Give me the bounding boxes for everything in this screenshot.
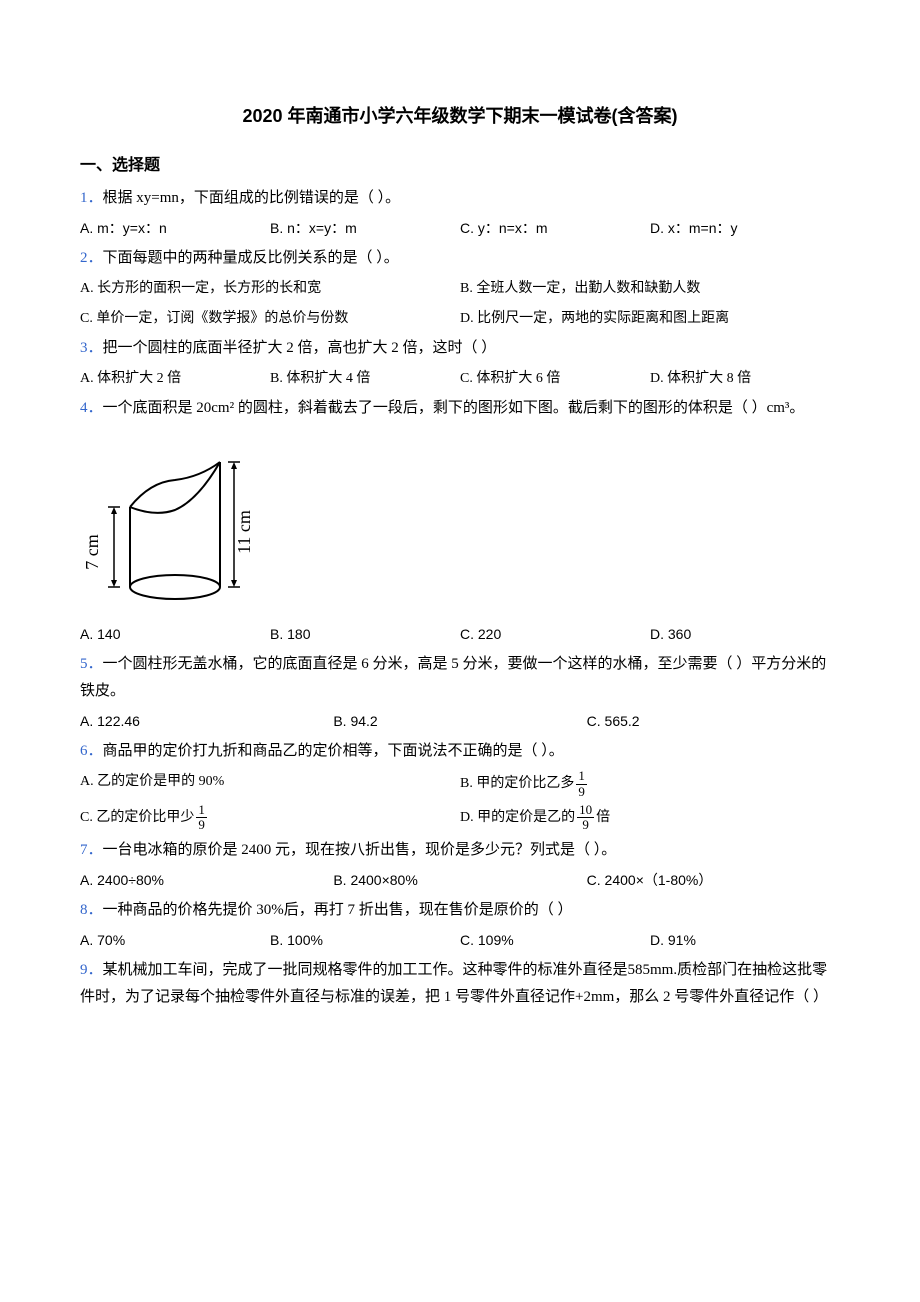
q1-opt-c: C. y：n=x：m <box>460 216 650 241</box>
q6-b-num: 1 <box>576 769 587 784</box>
q6-c-num: 1 <box>196 803 207 818</box>
q7-number: 7． <box>80 842 103 858</box>
q7-options: A. 2400÷80% B. 2400×80% C. 2400×（1-80%） <box>80 868 840 893</box>
q3-opt-a: A. 体积扩大 2 倍 <box>80 366 270 391</box>
q6-opt-c: C. 乙的定价比甲少19 <box>80 803 460 833</box>
q1-options: A. m：y=x：n B. n：x=y：m C. y：n=x：m D. x：m=… <box>80 216 840 241</box>
q8-text: 一种商品的价格先提价 30%后，再打 7 折出售，现在售价是原价的（ ） <box>103 902 573 918</box>
question-8: 8．一种商品的价格先提价 30%后，再打 7 折出售，现在售价是原价的（ ） <box>80 897 840 924</box>
q7-opt-a: A. 2400÷80% <box>80 868 333 893</box>
q4-opt-b: B. 180 <box>270 622 460 647</box>
q6-opt-b: B. 甲的定价比乙多19 <box>460 769 840 799</box>
q7-opt-b: B. 2400×80% <box>333 868 586 893</box>
q8-number: 8． <box>80 902 103 918</box>
q1-opt-d: D. x：m=n：y <box>650 216 840 241</box>
q1-opt-a: A. m：y=x：n <box>80 216 270 241</box>
q5-opt-a: A. 122.46 <box>80 709 333 734</box>
q3-text: 把一个圆柱的底面半径扩大 2 倍，高也扩大 2 倍，这时（ ） <box>103 340 497 356</box>
svg-text:7 cm: 7 cm <box>82 534 102 570</box>
q5-options: A. 122.46 B. 94.2 C. 565.2 <box>80 709 840 734</box>
question-5: 5．一个圆柱形无盖水桶，它的底面直径是 6 分米，高是 5 分米，要做一个这样的… <box>80 651 840 705</box>
q6-number: 6． <box>80 743 103 759</box>
q6-b-den: 9 <box>576 785 587 799</box>
q9-text: 某机械加工车间，完成了一批同规格零件的加工工作。这种零件的标准外直径是585mm… <box>80 962 828 1005</box>
q2-opt-c: C. 单价一定，订阅《数学报》的总价与份数 <box>80 306 460 331</box>
question-4: 4．一个底面积是 20cm² 的圆柱，斜着截去了一段后，剩下的图形如下图。截后剩… <box>80 395 840 422</box>
q4-opt-a: A. 140 <box>80 622 270 647</box>
q4-opt-d: D. 360 <box>650 622 840 647</box>
q6-opt-d: D. 甲的定价是乙的109倍 <box>460 803 840 833</box>
q2-options-row1: A. 长方形的面积一定，长方形的长和宽 B. 全班人数一定，出勤人数和缺勤人数 <box>80 276 840 301</box>
q7-opt-c: C. 2400×（1-80%） <box>587 868 840 893</box>
q6-options-row2: C. 乙的定价比甲少19 D. 甲的定价是乙的109倍 <box>80 803 840 833</box>
question-3: 3．把一个圆柱的底面半径扩大 2 倍，高也扩大 2 倍，这时（ ） <box>80 335 840 362</box>
q3-options: A. 体积扩大 2 倍 B. 体积扩大 4 倍 C. 体积扩大 6 倍 D. 体… <box>80 366 840 391</box>
q2-opt-a: A. 长方形的面积一定，长方形的长和宽 <box>80 276 460 301</box>
q2-number: 2． <box>80 250 103 266</box>
q3-opt-c: C. 体积扩大 6 倍 <box>460 366 650 391</box>
question-2: 2．下面每题中的两种量成反比例关系的是（ ）。 <box>80 245 840 272</box>
question-9: 9．某机械加工车间，完成了一批同规格零件的加工工作。这种零件的标准外直径是585… <box>80 957 840 1011</box>
q6-c-pre: C. 乙的定价比甲少 <box>80 810 194 825</box>
q5-opt-c: C. 565.2 <box>587 709 840 734</box>
q6-d-pre: D. 甲的定价是乙的 <box>460 810 575 825</box>
question-6: 6．商品甲的定价打九折和商品乙的定价相等，下面说法不正确的是（ ）。 <box>80 738 840 765</box>
q3-opt-d: D. 体积扩大 8 倍 <box>650 366 840 391</box>
q9-number: 9． <box>80 962 103 978</box>
question-7: 7．一台电冰箱的原价是 2400 元，现在按八折出售，现价是多少元？列式是（ ）… <box>80 837 840 864</box>
question-1: 1．根据 xy=mn，下面组成的比例错误的是（ ）。 <box>80 185 840 212</box>
q2-opt-b: B. 全班人数一定，出勤人数和缺勤人数 <box>460 276 840 301</box>
section-1-header: 一、选择题 <box>80 152 840 181</box>
q8-opt-d: D. 91% <box>650 928 840 953</box>
q4-opt-c: C. 220 <box>460 622 650 647</box>
q4-text: 一个底面积是 20cm² 的圆柱，斜着截去了一段后，剩下的图形如下图。截后剩下的… <box>103 400 805 416</box>
q8-opt-c: C. 109% <box>460 928 650 953</box>
q6-opt-a: A. 乙的定价是甲的 90% <box>80 769 460 799</box>
q1-number: 1． <box>80 190 103 206</box>
q1-opt-b: B. n：x=y：m <box>270 216 460 241</box>
q3-opt-b: B. 体积扩大 4 倍 <box>270 366 460 391</box>
q6-b-pre: B. 甲的定价比乙多 <box>460 776 574 791</box>
svg-text:11 cm: 11 cm <box>234 510 254 554</box>
exam-title: 2020 年南通市小学六年级数学下期末一模试卷(含答案) <box>80 100 840 132</box>
q6-options-row1: A. 乙的定价是甲的 90% B. 甲的定价比乙多19 <box>80 769 840 799</box>
q6-text: 商品甲的定价打九折和商品乙的定价相等，下面说法不正确的是（ ）。 <box>103 743 564 759</box>
q8-opt-a: A. 70% <box>80 928 270 953</box>
q3-number: 3． <box>80 340 103 356</box>
q6-d-suf: 倍 <box>596 810 610 825</box>
q2-text: 下面每题中的两种量成反比例关系的是（ ）。 <box>103 250 399 266</box>
q4-number: 4． <box>80 400 103 416</box>
q6-d-num: 10 <box>577 803 594 818</box>
q8-options: A. 70% B. 100% C. 109% D. 91% <box>80 928 840 953</box>
q4-figure: 7 cm 11 cm <box>80 432 840 612</box>
q5-text: 一个圆柱形无盖水桶，它的底面直径是 6 分米，高是 5 分米，要做一个这样的水桶… <box>80 656 826 699</box>
q6-c-den: 9 <box>196 818 207 832</box>
q6-d-den: 9 <box>577 818 594 832</box>
q5-number: 5． <box>80 656 103 672</box>
q7-text: 一台电冰箱的原价是 2400 元，现在按八折出售，现价是多少元？列式是（ ）。 <box>103 842 617 858</box>
q5-opt-b: B. 94.2 <box>333 709 586 734</box>
q8-opt-b: B. 100% <box>270 928 460 953</box>
q2-opt-d: D. 比例尺一定，两地的实际距离和图上距离 <box>460 306 840 331</box>
q1-text: 根据 xy=mn，下面组成的比例错误的是（ ）。 <box>103 190 401 206</box>
q2-options-row2: C. 单价一定，订阅《数学报》的总价与份数 D. 比例尺一定，两地的实际距离和图… <box>80 306 840 331</box>
q4-options: A. 140 B. 180 C. 220 D. 360 <box>80 622 840 647</box>
